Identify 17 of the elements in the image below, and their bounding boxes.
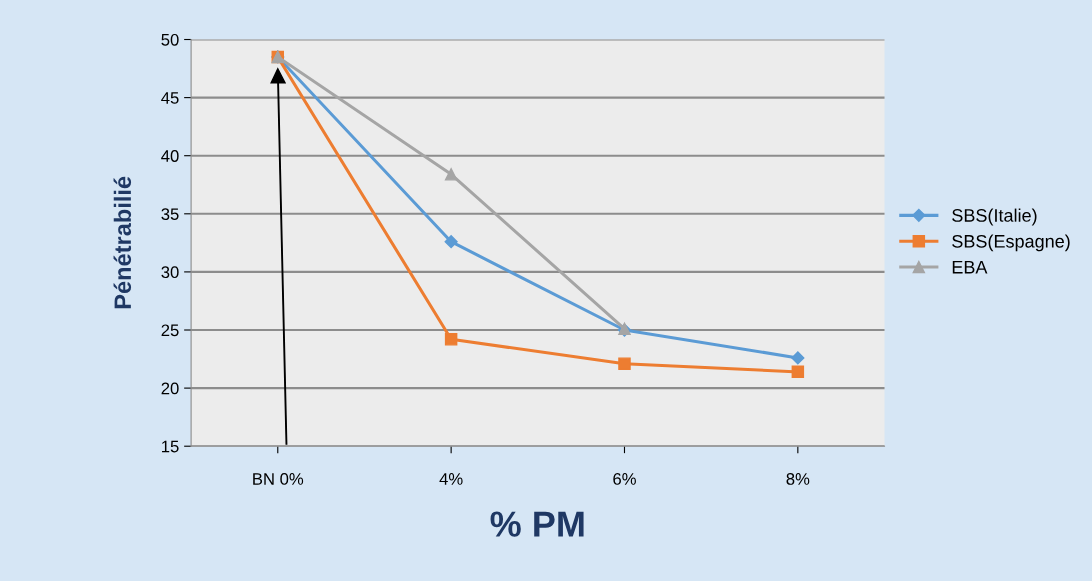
y-tick-label: 50 [161, 33, 179, 46]
legend-label: EBA [952, 260, 988, 274]
x-tick-label: 6% [613, 473, 636, 485]
x-axis-title: % PM [490, 511, 584, 537]
y-tick-label: 15 [162, 440, 179, 453]
y-tick-label: 45 [161, 92, 179, 104]
legend-label: SBS(Espagne) [952, 234, 1070, 252]
y-tick-label: 30 [161, 266, 179, 279]
y-tick-label: 25 [161, 324, 179, 337]
y-tick-label: 40 [161, 150, 179, 162]
y-tick-label: 20 [161, 382, 179, 395]
y-axis-title: Pénétrabilié [113, 176, 132, 309]
x-tick-label: 8% [786, 473, 810, 485]
x-tick-label: BN 0% [253, 473, 304, 485]
x-tick-label: 4% [439, 473, 463, 485]
y-tick-label: 35 [161, 208, 179, 221]
legend-label: SBS(Italie) [952, 208, 1037, 226]
